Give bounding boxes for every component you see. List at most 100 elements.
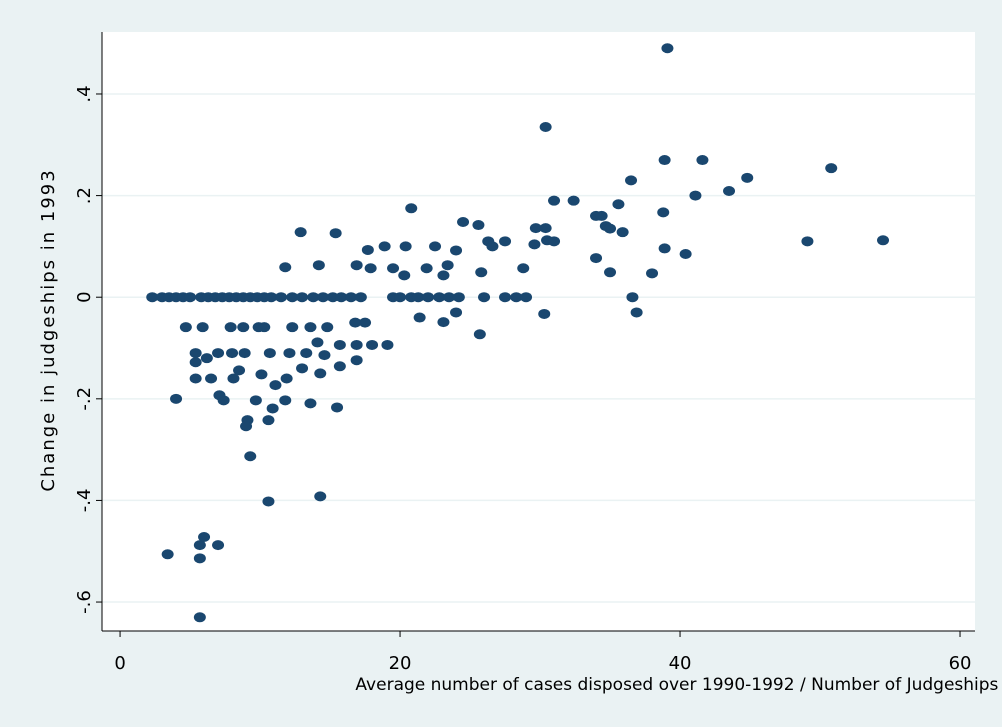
point xyxy=(520,292,533,303)
point xyxy=(311,337,324,348)
point xyxy=(441,260,454,271)
point xyxy=(244,451,257,462)
point xyxy=(457,217,470,228)
point xyxy=(825,163,838,174)
point xyxy=(657,207,670,218)
point xyxy=(321,322,334,333)
y-axis-label: Change in judgeships in 1993 xyxy=(38,168,59,491)
point xyxy=(626,292,639,303)
point xyxy=(538,308,551,319)
point xyxy=(227,373,240,384)
point xyxy=(333,361,346,372)
point xyxy=(478,292,491,303)
point xyxy=(658,243,671,254)
point xyxy=(255,369,268,380)
point xyxy=(877,235,890,246)
point xyxy=(359,317,372,328)
point xyxy=(420,263,433,274)
point xyxy=(279,262,292,273)
point xyxy=(179,322,192,333)
point xyxy=(548,195,561,206)
y-tick-label: .4 xyxy=(74,85,95,102)
point xyxy=(528,239,541,250)
point xyxy=(335,292,348,303)
point xyxy=(741,172,754,183)
x-axis-label: Average number of cases disposed over 19… xyxy=(355,675,1002,695)
point xyxy=(200,353,213,364)
point xyxy=(286,292,299,303)
point xyxy=(329,228,342,239)
point xyxy=(433,292,446,303)
point xyxy=(679,249,692,260)
point xyxy=(595,210,608,221)
point xyxy=(429,241,442,252)
point xyxy=(364,263,377,274)
point xyxy=(590,253,603,264)
point xyxy=(499,292,512,303)
point xyxy=(193,612,206,623)
point xyxy=(237,322,250,333)
point xyxy=(317,292,330,303)
point xyxy=(381,339,394,350)
point xyxy=(472,220,485,231)
point xyxy=(233,365,246,376)
point xyxy=(296,292,309,303)
point xyxy=(658,155,671,166)
point xyxy=(286,322,299,333)
point xyxy=(437,317,450,328)
point xyxy=(350,339,363,350)
point xyxy=(394,292,407,303)
point xyxy=(378,241,391,252)
point xyxy=(193,553,206,564)
point xyxy=(265,292,278,303)
point xyxy=(486,241,499,252)
point xyxy=(723,186,736,197)
point xyxy=(307,292,320,303)
point xyxy=(262,415,275,426)
point xyxy=(333,339,346,350)
point xyxy=(604,267,617,278)
point xyxy=(193,540,206,551)
point xyxy=(312,260,325,271)
point xyxy=(184,292,197,303)
point xyxy=(283,348,296,359)
point xyxy=(198,532,211,543)
point xyxy=(499,236,512,247)
point xyxy=(801,236,814,247)
point xyxy=(412,292,425,303)
point xyxy=(326,292,339,303)
point xyxy=(212,540,225,551)
y-tick-label: -.4 xyxy=(74,489,95,513)
point xyxy=(517,263,530,274)
point xyxy=(189,348,202,359)
point xyxy=(226,348,239,359)
point xyxy=(422,292,435,303)
plot-area xyxy=(102,32,975,631)
point xyxy=(212,348,225,359)
point xyxy=(452,292,465,303)
point xyxy=(304,322,317,333)
point xyxy=(630,307,643,318)
point xyxy=(280,373,293,384)
point xyxy=(170,393,183,404)
y-tick-label: -.6 xyxy=(74,590,95,614)
x-tick-label: 40 xyxy=(669,653,692,674)
point xyxy=(240,421,253,432)
point xyxy=(413,312,426,323)
point xyxy=(300,348,313,359)
point xyxy=(146,292,159,303)
point xyxy=(646,268,659,279)
point xyxy=(331,402,344,413)
point xyxy=(266,403,279,414)
point xyxy=(314,368,327,379)
point xyxy=(189,373,202,384)
point xyxy=(398,270,411,281)
point xyxy=(189,357,202,368)
point xyxy=(539,122,552,133)
point xyxy=(318,350,331,361)
point xyxy=(604,223,617,234)
point xyxy=(350,260,363,271)
point xyxy=(279,395,292,406)
point xyxy=(612,199,625,210)
